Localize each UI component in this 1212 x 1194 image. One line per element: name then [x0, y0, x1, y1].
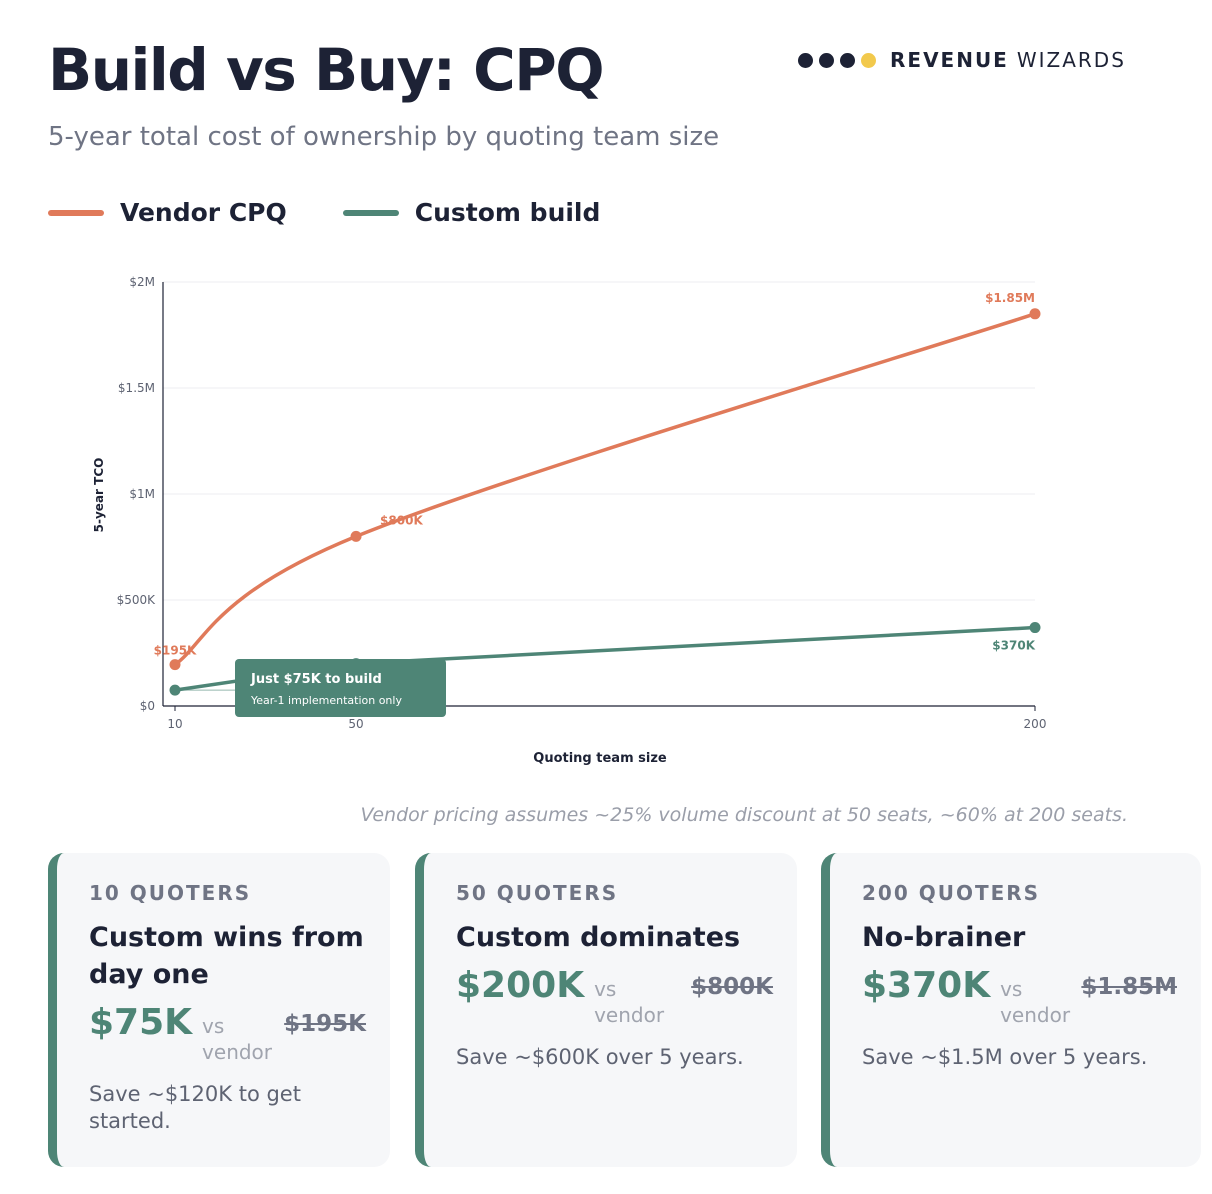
- x-tick-label: 200: [1024, 717, 1047, 731]
- chart-annotation: Just $75K to build Year-1 implementation…: [181, 659, 446, 717]
- card-headline: Custom wins from day one: [89, 922, 364, 990]
- data-label: $800K: [380, 513, 423, 527]
- data-point-vendor: [1029, 308, 1041, 320]
- y-axis-label: 5-year TCO: [92, 458, 106, 533]
- card-price: $75K: [89, 1002, 193, 1043]
- data-point-custom: [1029, 622, 1041, 634]
- legend-label-custom: Custom build: [414, 198, 601, 227]
- chart-legend: Vendor CPQ Custom build: [48, 198, 656, 227]
- legend-swatch-custom: [342, 209, 399, 216]
- data-label: $195K: [154, 644, 197, 658]
- card-vs-label: vs vendor: [1000, 977, 1071, 1027]
- brand-logo: REVENUE WIZARDS: [798, 48, 1126, 72]
- legend-label-vendor: Vendor CPQ: [120, 198, 287, 227]
- page-title: Build vs Buy: CPQ: [48, 36, 605, 104]
- annotation-title: Just $75K to build: [250, 672, 382, 687]
- y-tick-label: $1.5M: [118, 381, 155, 395]
- data-label: $1.85M: [985, 291, 1035, 305]
- card-vs-label: vs vendor: [202, 1014, 273, 1064]
- card-price-row: $370K vs vendor $1.85M: [862, 962, 1177, 1044]
- card-savings: Save ~$600K over 5 years.: [456, 1045, 744, 1069]
- brand-dot-accent-icon: [861, 52, 876, 68]
- data-label: $370K: [992, 639, 1035, 653]
- legend-swatch-vendor: [48, 209, 104, 216]
- brand-name-light: WIZARDS: [1016, 48, 1126, 72]
- card-price-row: $75K vs vendor $195K: [89, 999, 366, 1081]
- legend-item-custom: Custom build: [342, 198, 601, 227]
- page-subtitle: 5-year total cost of ownership by quotin…: [48, 122, 720, 152]
- card-headline: Custom dominates: [456, 922, 741, 953]
- card-price-row: $200K vs vendor $800K: [456, 962, 773, 1044]
- card-savings: Save ~$1.5M over 5 years.: [862, 1045, 1148, 1069]
- card-eyebrow: 200 QUOTERS: [862, 881, 1041, 905]
- chart-data-labels: $195K $800K $1.85M $370K: [154, 291, 1036, 658]
- legend-item-vendor: Vendor CPQ: [48, 198, 287, 227]
- data-point-vendor: [350, 530, 362, 542]
- annotation-text: Year-1 implementation only: [250, 694, 402, 707]
- y-tick-label: $0: [140, 699, 155, 713]
- card-vs-label: vs vendor: [594, 977, 665, 1027]
- brand-dot-icon: [840, 52, 855, 68]
- x-tick-label: 50: [348, 717, 363, 731]
- data-point-vendor: [169, 659, 181, 671]
- chart-footnote: Vendor pricing assumes ~25% volume disco…: [360, 804, 1128, 826]
- series-line-vendor: [173, 312, 1037, 667]
- card-price: $370K: [862, 965, 991, 1006]
- brand-dot-icon: [819, 52, 834, 68]
- card-old-price: $1.85M: [1081, 974, 1177, 1000]
- card-old-price: $800K: [691, 974, 773, 1000]
- card-old-price: $195K: [284, 1011, 366, 1037]
- annotation-box: [235, 659, 446, 717]
- summary-card-50: 50 QUOTERS Custom dominates $200K vs ven…: [415, 853, 797, 1167]
- chart-series: [169, 308, 1041, 696]
- y-tick-label: $500K: [117, 593, 157, 607]
- summary-card-10: 10 QUOTERS Custom wins from day one $75K…: [48, 853, 390, 1167]
- brand-dot-icon: [798, 52, 813, 68]
- chart-grid: [163, 281, 1035, 601]
- card-headline: No-brainer: [862, 922, 1026, 953]
- y-tick-label: $2M: [129, 275, 155, 289]
- card-eyebrow: 50 QUOTERS: [456, 881, 619, 905]
- tco-line-chart: $0 $500K $1M $1.5M $2M 10 50 200 $195K $800K $1.8…: [92, 275, 1047, 766]
- x-tick-label: 10: [167, 717, 182, 731]
- y-tick-label: $1M: [129, 487, 155, 501]
- data-point-custom: [169, 684, 181, 696]
- card-price: $200K: [456, 965, 585, 1006]
- brand-name-bold: REVENUE: [890, 48, 1009, 72]
- card-eyebrow: 10 QUOTERS: [89, 881, 252, 905]
- chart-ticks: $0 $500K $1M $1.5M $2M 10 50 200: [117, 275, 1047, 731]
- summary-card-200: 200 QUOTERS No-brainer $370K vs vendor $…: [821, 853, 1201, 1167]
- x-axis-label: Quoting team size: [533, 751, 667, 766]
- card-savings: Save ~$120K to get started.: [89, 1082, 301, 1133]
